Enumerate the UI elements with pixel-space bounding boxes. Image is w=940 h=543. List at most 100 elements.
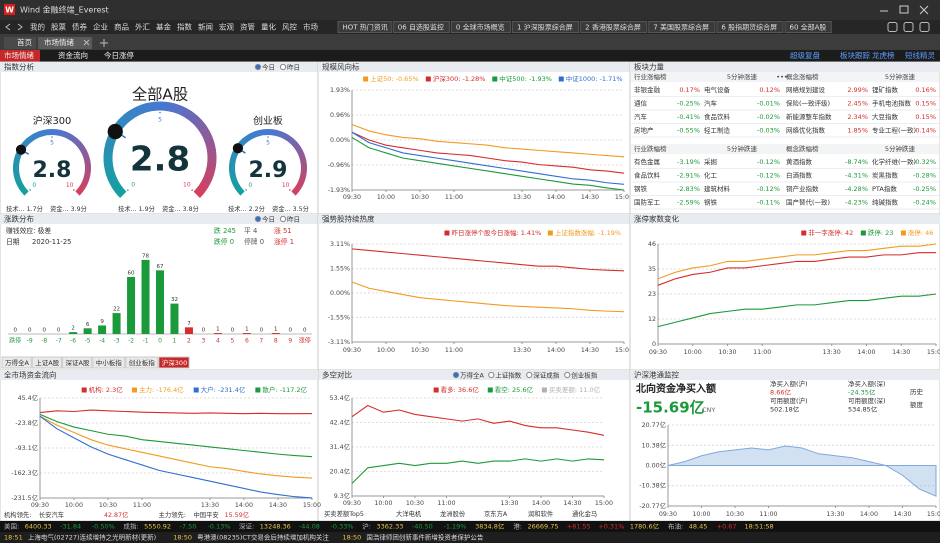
radio[interactable] xyxy=(488,371,495,379)
menu-item[interactable]: 外汇 xyxy=(135,22,150,32)
tool-link[interactable]: 板块跟踪 xyxy=(840,50,870,60)
radio[interactable] xyxy=(279,215,287,223)
toolbar-icon[interactable] xyxy=(887,22,898,32)
table-cell: 通信 xyxy=(634,99,648,108)
index-tab[interactable] xyxy=(125,356,159,369)
menu-item[interactable]: 我的 xyxy=(30,22,45,32)
quick-tab-bg[interactable] xyxy=(648,21,716,33)
subtab[interactable]: 资金流向 xyxy=(58,50,88,60)
tab[interactable]: 市场情绪 xyxy=(44,37,74,47)
news-item[interactable]: 国浩律师团创新事件新增投资者保护公告 xyxy=(366,533,484,542)
status-item: -0.13% xyxy=(207,523,230,531)
subtab[interactable]: 今日涨停 xyxy=(104,50,134,60)
index-tab[interactable] xyxy=(62,356,93,369)
radio[interactable] xyxy=(564,371,571,379)
window-maximize[interactable] xyxy=(899,5,909,14)
menu-item[interactable]: 指数 xyxy=(177,22,192,32)
quick-tab-bg[interactable] xyxy=(337,21,392,33)
gauge-name: 创业板 xyxy=(253,114,283,127)
tool-link[interactable]: 超级复盘 xyxy=(790,50,820,60)
quick-tab[interactable]: 60 全部A股 xyxy=(790,23,827,32)
menu-item[interactable]: 风控 xyxy=(282,22,297,32)
nav-forward[interactable] xyxy=(17,23,23,31)
radio-label[interactable]: 上证指数 xyxy=(495,371,522,380)
menu-item[interactable]: 债券 xyxy=(72,22,87,32)
menu-item[interactable]: 新闻 xyxy=(198,22,213,32)
menu-item[interactable]: 量化 xyxy=(261,22,276,32)
menu-item[interactable]: 企业 xyxy=(93,22,108,32)
quick-tab-bg[interactable] xyxy=(392,21,450,33)
radio-label[interactable]: 昨日 xyxy=(287,63,300,72)
table-cell: -0.32% xyxy=(913,158,936,166)
quick-tab[interactable]: 6 股指期货综合屏 xyxy=(721,23,777,32)
table-cell: -0.55% xyxy=(677,127,700,135)
nav-back[interactable] xyxy=(5,23,11,31)
menu-item[interactable]: 商品 xyxy=(114,22,129,32)
window-close[interactable] xyxy=(919,5,929,15)
gauge-tick xyxy=(159,111,161,114)
index-tab-label[interactable]: 沪深300 xyxy=(162,358,187,367)
date-label: 日期 xyxy=(6,238,20,246)
radio[interactable] xyxy=(279,63,287,71)
index-tab-label[interactable]: 上证A股 xyxy=(35,358,59,367)
radio[interactable] xyxy=(452,371,460,379)
quick-tab-bg[interactable] xyxy=(512,21,580,33)
tab-active[interactable] xyxy=(38,37,92,49)
index-tab-label[interactable]: 中小板指 xyxy=(96,358,123,367)
index-tab[interactable] xyxy=(31,356,63,369)
menu-item[interactable]: 宏观 xyxy=(219,22,234,32)
toolbar-icon[interactable] xyxy=(919,22,930,32)
tool-link[interactable]: 短线精灵 xyxy=(905,50,935,60)
tab-home[interactable] xyxy=(4,37,36,49)
y-tick-label: 20.77亿 xyxy=(642,420,666,429)
legend-label: 上证50: -0.65% xyxy=(370,74,419,83)
quick-tab[interactable]: 1 沪深股票综合屏 xyxy=(517,23,573,32)
legend-swatch xyxy=(363,76,369,82)
quick-tab-bg[interactable] xyxy=(716,21,784,33)
radio-label[interactable]: 今日 xyxy=(262,63,275,72)
quick-tab[interactable]: HOT 热门资讯 xyxy=(343,23,388,32)
quick-tab-bg[interactable] xyxy=(580,21,648,33)
quick-tab-bg[interactable] xyxy=(784,21,832,33)
quick-tab[interactable]: 0 全球市场概览 xyxy=(456,23,505,32)
news-item[interactable]: 粤港澳(08235)CT交易会后持续增加机构关注 xyxy=(197,533,329,542)
y-tick-label: 35 xyxy=(648,266,656,273)
legend-label: 非一字涨停: 42 xyxy=(808,228,853,237)
legend-swatch xyxy=(193,387,199,393)
tab[interactable]: 首页 xyxy=(17,37,32,47)
quick-tab[interactable]: 2 香港股票综合屏 xyxy=(585,23,641,32)
index-tab-label[interactable]: 深证A股 xyxy=(66,358,90,367)
index-tab-label[interactable]: 万得全A xyxy=(5,358,30,367)
radio[interactable] xyxy=(526,371,533,379)
radio[interactable] xyxy=(254,63,262,71)
radio-label[interactable]: 深证成指 xyxy=(533,371,560,380)
menu-item[interactable]: 市场 xyxy=(303,22,318,32)
gauge-arc xyxy=(190,115,202,127)
radio-label[interactable]: 昨日 xyxy=(287,215,300,224)
menu-item[interactable]: 基金 xyxy=(156,22,171,32)
table-cell: 0.16% xyxy=(915,86,936,94)
bar xyxy=(98,325,107,334)
tool-link[interactable]: 龙虎榜 xyxy=(872,50,895,60)
tab-close[interactable] xyxy=(83,39,90,46)
news-item[interactable]: 上海电气(02727)连续增持之光明新材(更新) xyxy=(28,533,156,542)
index-tab[interactable] xyxy=(1,356,32,369)
x-tick-label: 14:00 xyxy=(532,500,550,507)
menu-item[interactable]: 资管 xyxy=(240,22,255,32)
index-tab[interactable] xyxy=(158,356,190,369)
subtab[interactable]: 市场情绪 xyxy=(4,50,34,60)
subtab-active[interactable] xyxy=(0,50,40,62)
index-tab-label[interactable]: 创业板指 xyxy=(129,358,156,367)
north-stat: 534.85亿 xyxy=(848,405,878,414)
quick-tab[interactable]: 7 美国股票综合屏 xyxy=(653,23,709,32)
quick-tab[interactable]: 06 自选股监控 xyxy=(398,23,444,32)
index-tab[interactable] xyxy=(92,356,126,369)
quick-tab-bg[interactable] xyxy=(450,21,512,33)
radio[interactable] xyxy=(254,215,262,223)
tab-add[interactable] xyxy=(100,39,108,47)
radio-label[interactable]: 万得全A xyxy=(460,371,485,380)
radio-label[interactable]: 今日 xyxy=(262,215,275,224)
toolbar-icon[interactable] xyxy=(903,22,914,32)
menu-item[interactable]: 股票 xyxy=(51,23,66,32)
radio-label[interactable]: 创业板指 xyxy=(571,371,598,380)
